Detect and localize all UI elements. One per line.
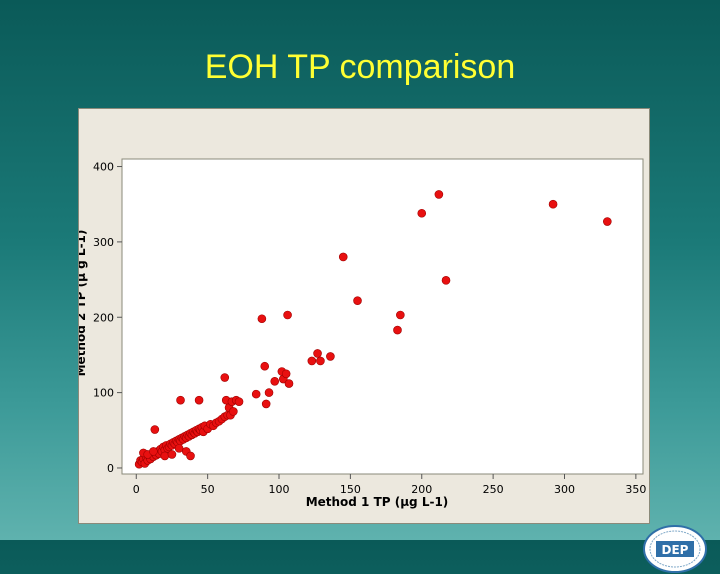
x-tick-label: 200 (411, 483, 432, 496)
data-point (338, 252, 348, 262)
y-tick-label: 0 (107, 462, 114, 475)
y-tick-label: 200 (93, 311, 114, 324)
data-point (176, 395, 185, 405)
x-tick-label: 350 (625, 483, 646, 496)
chart-panel: 0 100 200 300 400 0 50 100 150 200 250 300 350 Meth… (74, 108, 707, 573)
data-point (160, 451, 170, 461)
data-point (281, 369, 291, 379)
y-axis-label: Method 2 TP (μ g L-1) (79, 230, 88, 377)
logo-text: DEP (662, 543, 689, 557)
data-point (229, 407, 238, 416)
data-point (417, 208, 427, 218)
data-point (261, 399, 271, 409)
data-point (149, 447, 158, 456)
data-point (167, 450, 177, 459)
dep-logo: DEP (643, 525, 707, 573)
y-tick-label: 300 (93, 236, 114, 249)
data-point (434, 190, 444, 199)
data-point (150, 425, 160, 434)
data-point (283, 310, 292, 320)
data-point (174, 444, 184, 453)
data-point (441, 276, 451, 285)
data-point (186, 451, 195, 461)
data-point (251, 389, 261, 399)
data-point (393, 325, 402, 335)
x-tick-label: 100 (269, 483, 290, 496)
data-point (264, 388, 274, 397)
data-point (396, 310, 405, 320)
data-point (257, 314, 267, 324)
data-point (603, 217, 612, 226)
x-tick-label: 250 (483, 483, 504, 496)
slide-title: EOH TP comparison (204, 48, 516, 86)
x-axis-label: Method 1 TP (μg L-1) (306, 495, 449, 509)
data-point (260, 361, 270, 371)
x-tick-label: 300 (554, 483, 575, 496)
x-tick-label: 0 (133, 483, 140, 496)
x-tick-label: 150 (340, 483, 361, 496)
data-point (270, 377, 280, 386)
x-axis: 0 50 100 150 200 250 300 350 (133, 474, 646, 496)
x-tick-label: 50 (201, 483, 215, 496)
data-point (307, 356, 317, 366)
data-points (134, 190, 612, 469)
y-axis: 0 100 200 300 400 (93, 161, 122, 475)
data-point (326, 352, 335, 361)
data-point (316, 356, 325, 366)
data-point (548, 199, 558, 209)
data-point (194, 395, 204, 405)
data-point (313, 349, 322, 358)
y-tick-label: 100 (93, 387, 114, 400)
scatter-chart: 0 100 200 300 400 0 50 100 150 200 250 300 350 Meth… (74, 158, 646, 509)
data-point (284, 379, 294, 388)
y-tick-label: 400 (93, 161, 114, 174)
data-point (220, 373, 230, 382)
data-point (234, 397, 244, 406)
data-point (353, 296, 362, 305)
